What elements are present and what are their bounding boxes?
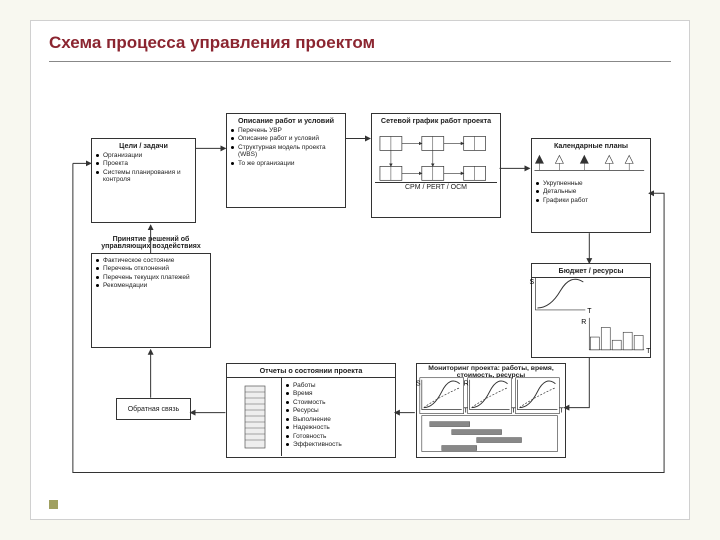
list-item: Описание работ и условий [230, 135, 342, 142]
list-item: Фактическое состояние [95, 257, 207, 264]
list-item: Организации [95, 152, 192, 159]
box-header: Бюджет / ресурсы [532, 264, 650, 278]
box-header: Цели / задачи [95, 141, 192, 151]
list-item: Детальные [535, 188, 647, 195]
decisions-header: Принятие решений об управляющих воздейст… [91, 236, 211, 250]
diagram: Цели / задачи Организации Проекта Систем… [31, 68, 689, 508]
box-header: Мониторинг проекта: работы, время, стоим… [417, 364, 565, 380]
list-item: Готовность [285, 433, 342, 440]
list-item: Системы планирования и контроля [95, 169, 192, 184]
list-item: Ресурсы [285, 407, 342, 414]
list-item: Структурная модель проекта (WBS) [230, 144, 342, 159]
slide: Схема процесса управления проектом Цели … [30, 20, 690, 520]
list-item: Перечень отклонений [95, 265, 207, 272]
list-item: Укрупненные [535, 180, 647, 187]
page-title: Схема процесса управления проектом [31, 21, 689, 61]
box-header: Сетевой график работ проекта [375, 116, 497, 126]
box-header: Описание работ и условий [230, 116, 342, 126]
box-work-desc: Описание работ и условий Перечень УВР Оп… [226, 113, 346, 208]
list-item: Эффективность [285, 441, 342, 448]
box-header: Отчеты о состоянии проекта [227, 364, 395, 378]
list-item: Рекомендации [95, 282, 207, 289]
box-budget: Бюджет / ресурсы [531, 263, 651, 358]
list-item: Время [285, 390, 342, 397]
list-item: Работы [285, 382, 342, 389]
list-item: Графики работ [535, 197, 647, 204]
list-item: Стоимость [285, 399, 342, 406]
list-item: Перечень УВР [230, 127, 342, 134]
server-icon [227, 378, 282, 456]
list-item: Проекта [95, 160, 192, 167]
feedback-label: Обратная связь [116, 398, 191, 420]
box-reports: Отчеты о состоянии проекта [226, 363, 396, 458]
box-decisions: Фактическое состояние Перечень отклонени… [91, 253, 211, 348]
box-goals: Цели / задачи Организации Проекта Систем… [91, 138, 196, 223]
box-network: Сетевой график работ проекта CPM / PERT … [371, 113, 501, 218]
method-label: CPM / PERT / OCM [375, 182, 497, 191]
list-item: Надежность [285, 424, 342, 431]
box-header: Календарные планы [535, 141, 647, 151]
list-item: То же организации [230, 160, 342, 167]
list-item: Выполнение [285, 416, 342, 423]
box-monitoring: Мониторинг проекта: работы, время, стоим… [416, 363, 566, 458]
divider [49, 61, 671, 62]
box-calendar: Календарные планы Укрупненные Детальные … [531, 138, 651, 233]
list-item: Перечень текущих платежей [95, 274, 207, 281]
